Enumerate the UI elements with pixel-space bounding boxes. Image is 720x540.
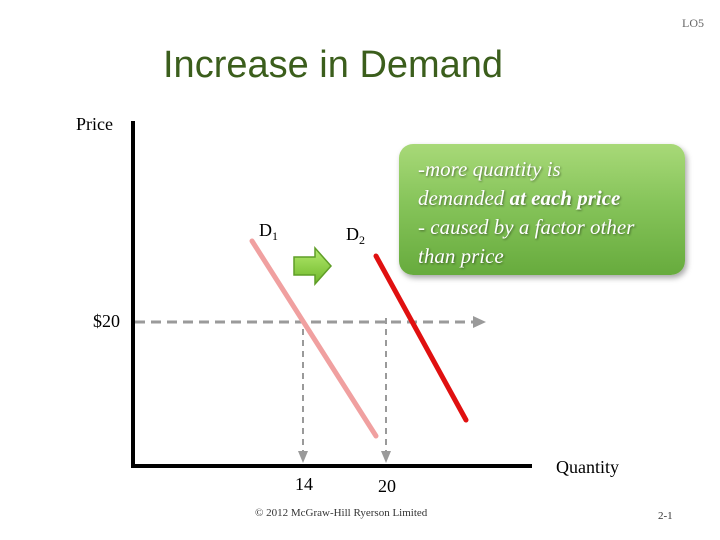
learning-objective-label: LO5	[682, 16, 704, 30]
slide-number: 2-1	[658, 510, 673, 522]
note-line-1: -more quantity is	[418, 157, 561, 181]
d1-label: D1	[259, 220, 278, 243]
note-line-4: than price	[418, 244, 504, 268]
note-callout-box	[399, 144, 685, 275]
note-line-2-bold: at each price	[509, 186, 621, 210]
slide-title: Increase in Demand	[163, 44, 504, 86]
demand-curve-d1	[249, 238, 379, 439]
quantity-tick-20: 20	[378, 476, 396, 496]
d1-letter: D	[259, 220, 272, 240]
d2-letter: D	[346, 224, 359, 244]
note-callout-text: -more quantity is demanded at each price…	[418, 155, 682, 271]
note-line-3: - caused by a factor other	[418, 215, 635, 239]
quantity-20-guide-arrowhead	[381, 451, 391, 463]
demand-curve-d2	[373, 253, 469, 423]
d2-label: D2	[346, 224, 365, 247]
right-shift-arrow-icon	[293, 246, 333, 286]
quantity-14-guide-arrowhead	[298, 451, 308, 463]
x-axis-label: Quantity	[556, 457, 619, 477]
copyright-footer: © 2012 McGraw-Hill Ryerson Limited	[255, 507, 428, 519]
d2-subscript: 2	[359, 233, 365, 247]
d1-subscript: 1	[272, 229, 278, 243]
y-axis-label: Price	[76, 114, 113, 134]
note-line-2-regular: demanded	[418, 186, 510, 210]
price-tick-label: $20	[93, 311, 120, 331]
note-line-2: demanded at each price	[418, 184, 682, 213]
price-guide-arrowhead	[473, 316, 486, 328]
quantity-tick-14: 14	[295, 474, 313, 494]
